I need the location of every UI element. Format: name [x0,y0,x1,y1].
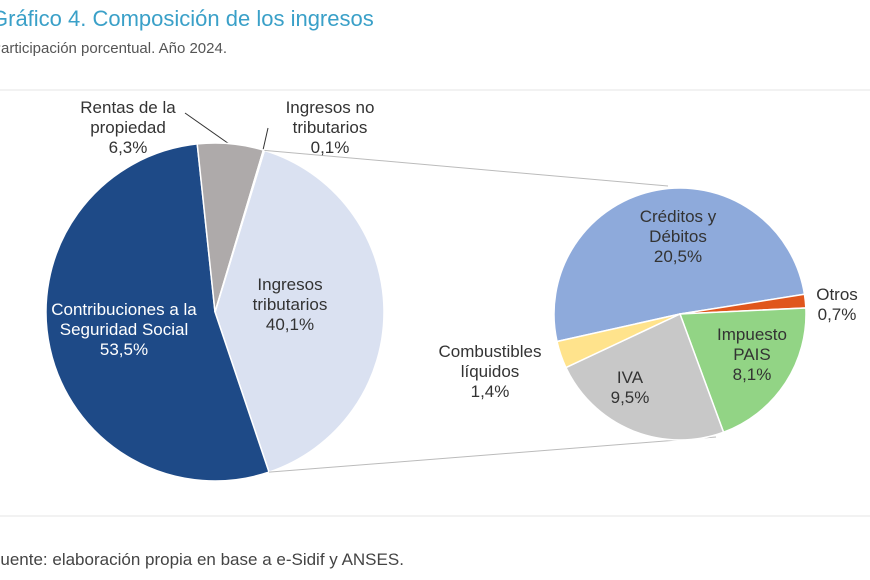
leader-line [262,127,269,151]
value-label: 1,4% [470,382,510,401]
slice-label: Combustibles líquidos 1,4% [415,342,565,402]
chart-title: Gráfico 4. Composición de los ingresos [0,6,374,31]
value-label: 20,5% [653,247,703,266]
value-label: 0,1% [310,138,350,157]
category-label: IVA [616,368,644,387]
value-label: 53,5% [99,340,149,359]
leader-line [184,112,233,147]
connector-line [268,436,717,473]
pie-slice [214,149,266,313]
pie-slice [564,312,725,441]
category-label: Rentas de la propiedad [80,98,176,137]
value-label: 9,5% [610,388,650,407]
pie-slice [45,143,270,482]
value-label: 0,7% [817,305,857,324]
chart-subtitle: Participación porcentual. Año 2024. [0,40,227,57]
slice-label: Ingresos no tributarios 0,1% [265,98,395,158]
slice-label: IVA 9,5% [590,368,670,408]
pie-slice [214,149,385,474]
value-label: 6,3% [108,138,148,157]
source-note: Fuente: elaboración propia en base a e-S… [0,550,404,569]
category-label: Ingresos no tributarios [285,98,375,137]
slice-label: Créditos y Débitos 20,5% [618,207,738,267]
category-label: Otros [816,285,858,304]
slice-label: Impuesto PAIS 8,1% [702,325,802,385]
slice-label: Ingresos tributarios 40,1% [230,275,350,335]
connector-line [264,149,669,187]
category-label: Créditos y Débitos [639,207,717,246]
pie-slice [556,313,681,369]
slice-label: Contribuciones a la Seguridad Social 53,5… [39,300,209,360]
category-label: Impuesto PAIS [717,325,787,364]
slice-label: Otros 0,7% [807,285,867,325]
category-label: Ingresos tributarios [252,275,328,314]
value-label: 8,1% [732,365,772,384]
slice-label: Rentas de la propiedad 6,3% [63,98,193,158]
category-label: Combustibles líquidos [438,342,542,381]
value-label: 40,1% [265,315,315,334]
category-label: Contribuciones a la Seguridad Social [51,300,197,339]
pie-slice [678,307,807,434]
pie-slice [553,187,806,343]
